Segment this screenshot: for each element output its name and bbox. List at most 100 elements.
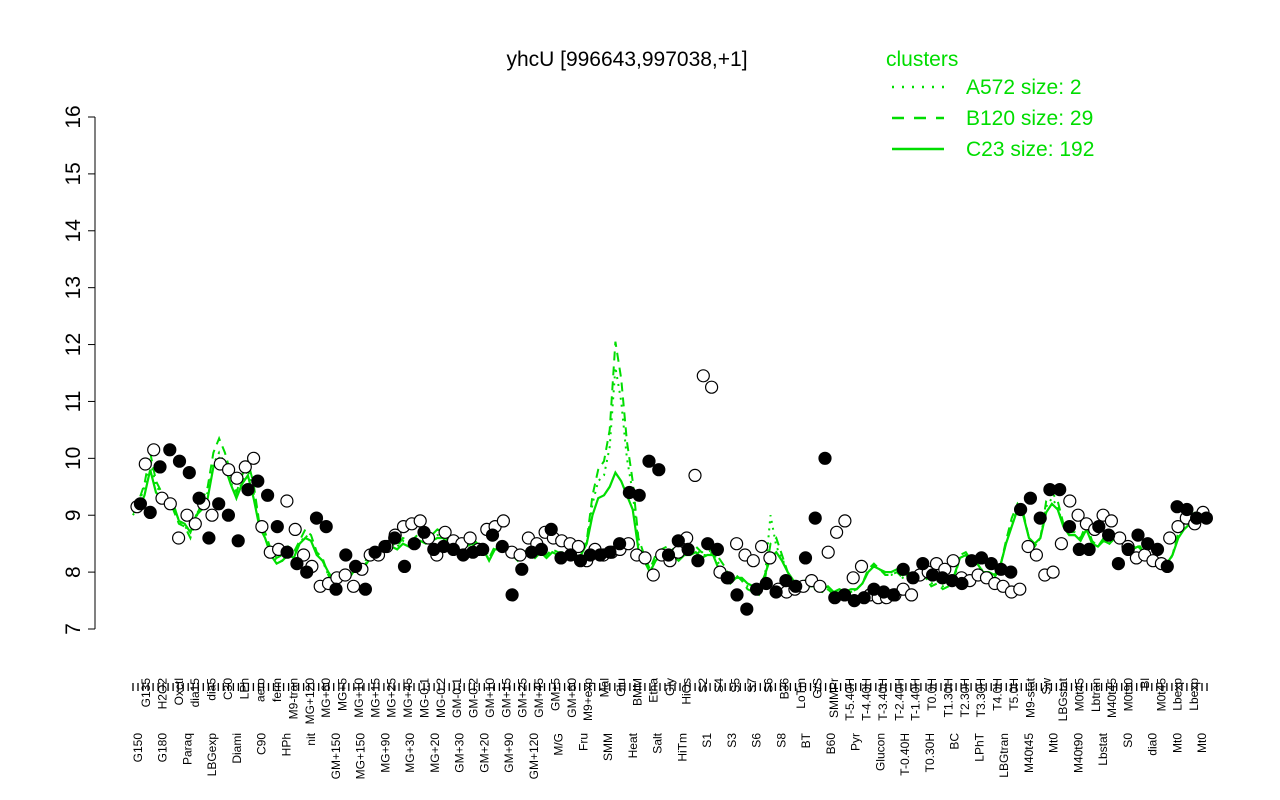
x-tick-label: T-4.40H <box>860 678 874 721</box>
y-tick-label: 11 <box>62 391 85 413</box>
filled-point <box>1121 542 1135 557</box>
filled-point <box>749 582 764 596</box>
legend-label: A572 size: 2 <box>966 76 1082 99</box>
x-tick-label: G/S <box>810 678 824 699</box>
x-tick-label: SMMPr <box>827 678 841 718</box>
open-point <box>222 463 236 477</box>
open-point <box>288 522 302 537</box>
filled-point <box>261 488 275 502</box>
x-tick-label: T-1.40H <box>909 678 923 721</box>
x-tick-label: G180 <box>156 733 170 763</box>
open-point <box>338 568 352 582</box>
open-point <box>813 579 827 593</box>
filled-point <box>280 545 294 559</box>
filled-point <box>172 454 187 468</box>
x-tick-label: BMM <box>630 678 644 706</box>
filled-point <box>710 542 725 557</box>
filled-point <box>231 534 245 548</box>
x-tick-label: Fru <box>576 733 590 751</box>
x-tick-label: M0t45 <box>1072 678 1086 712</box>
plot-area: 7 8 9 10 11 12 13 14 15 16 G135 H2O2 Oxctl dia15 dia5… <box>62 105 1214 779</box>
x-tick-label: S5 <box>729 678 743 693</box>
x-tick-label: aero <box>254 678 268 702</box>
filled-point <box>300 565 314 579</box>
filled-point <box>955 576 969 591</box>
filled-point <box>349 559 363 574</box>
open-point <box>238 460 252 474</box>
x-tick-label: Mt0 <box>1047 733 1061 753</box>
open-point <box>1029 548 1044 562</box>
open-point <box>180 508 194 522</box>
x-tick-label: GM+25 <box>516 678 530 718</box>
x-tick-label: dia0 <box>1146 733 1160 756</box>
filled-point <box>388 531 402 545</box>
open-point <box>854 559 869 574</box>
open-point <box>205 508 219 522</box>
filled-point <box>1101 528 1116 542</box>
filled-point <box>515 562 529 576</box>
open-point <box>297 548 311 562</box>
filled-point <box>358 582 372 596</box>
filled-point <box>368 545 382 559</box>
filled-point <box>1111 556 1126 571</box>
open-point <box>463 531 477 545</box>
x-tick-label: S4 <box>712 678 726 693</box>
open-point <box>946 554 960 568</box>
filled-point <box>916 556 930 571</box>
x-tick-label: MG+150 <box>354 733 368 780</box>
x-tick-label: dia5 <box>205 678 219 701</box>
x-tick-label: SMM <box>601 733 615 761</box>
filled-point <box>221 508 235 522</box>
x-tick-label: LPh <box>237 678 251 699</box>
filled-point <box>1141 537 1155 551</box>
open-point <box>746 554 760 568</box>
x-tick-label: Pyr <box>849 733 863 751</box>
x-tick-label: T2.30H <box>958 678 972 717</box>
open-point <box>230 471 244 485</box>
x-tick-label: Glucon <box>873 733 887 771</box>
y-tick-label: 13 <box>62 276 85 299</box>
open-point <box>255 519 269 534</box>
filled-point <box>329 582 343 596</box>
filled-point <box>1023 491 1038 505</box>
filled-point <box>241 483 255 497</box>
filled-point <box>1013 502 1028 517</box>
filled-point <box>133 497 147 511</box>
x-tick-label: G150 <box>131 733 145 763</box>
x-axis-labels: G135 H2O2 Oxctl dia15 dia5 C30 LPh aero ferm M9-t… <box>131 677 1209 779</box>
open-point <box>188 517 202 531</box>
filled-point <box>163 443 177 457</box>
open-point <box>413 514 427 528</box>
filled-point <box>661 548 676 562</box>
x-tick-label: MG-0.2 <box>434 678 448 718</box>
filled-point <box>740 602 754 616</box>
x-tick-label: HiTm <box>675 733 689 762</box>
filled-point <box>564 548 578 562</box>
filled-point <box>1160 559 1174 574</box>
x-tick-label: B36 <box>778 678 792 700</box>
x-tick-label: Bl <box>1138 678 1152 689</box>
filled-point <box>476 542 490 557</box>
open-point <box>1171 519 1185 534</box>
x-tick-label: GM+150 <box>329 733 343 780</box>
x-tick-label: S8 <box>774 733 788 748</box>
y-tick-label: 10 <box>62 447 85 470</box>
filled-point <box>906 571 920 585</box>
x-tick-label: M9-tran <box>286 678 300 719</box>
filled-point <box>808 511 822 525</box>
filled-point <box>779 573 793 588</box>
legend-title: clusters <box>886 48 958 71</box>
x-tick-label: T1.30H <box>941 678 955 717</box>
open-point <box>754 539 769 554</box>
filled-point <box>1092 519 1106 534</box>
x-tick-label: GM+90 <box>502 733 516 773</box>
filled-point <box>417 525 431 539</box>
open-point <box>763 551 777 565</box>
x-tick-label: S6 <box>761 678 775 693</box>
y-tick-label: 7 <box>62 623 85 635</box>
filled-point <box>612 537 627 551</box>
x-tick-label: Lbstat <box>1096 732 1110 765</box>
open-point <box>1046 565 1060 579</box>
x-tick-label: Glu <box>614 678 628 697</box>
x-tick-label: HPh <box>280 733 294 756</box>
